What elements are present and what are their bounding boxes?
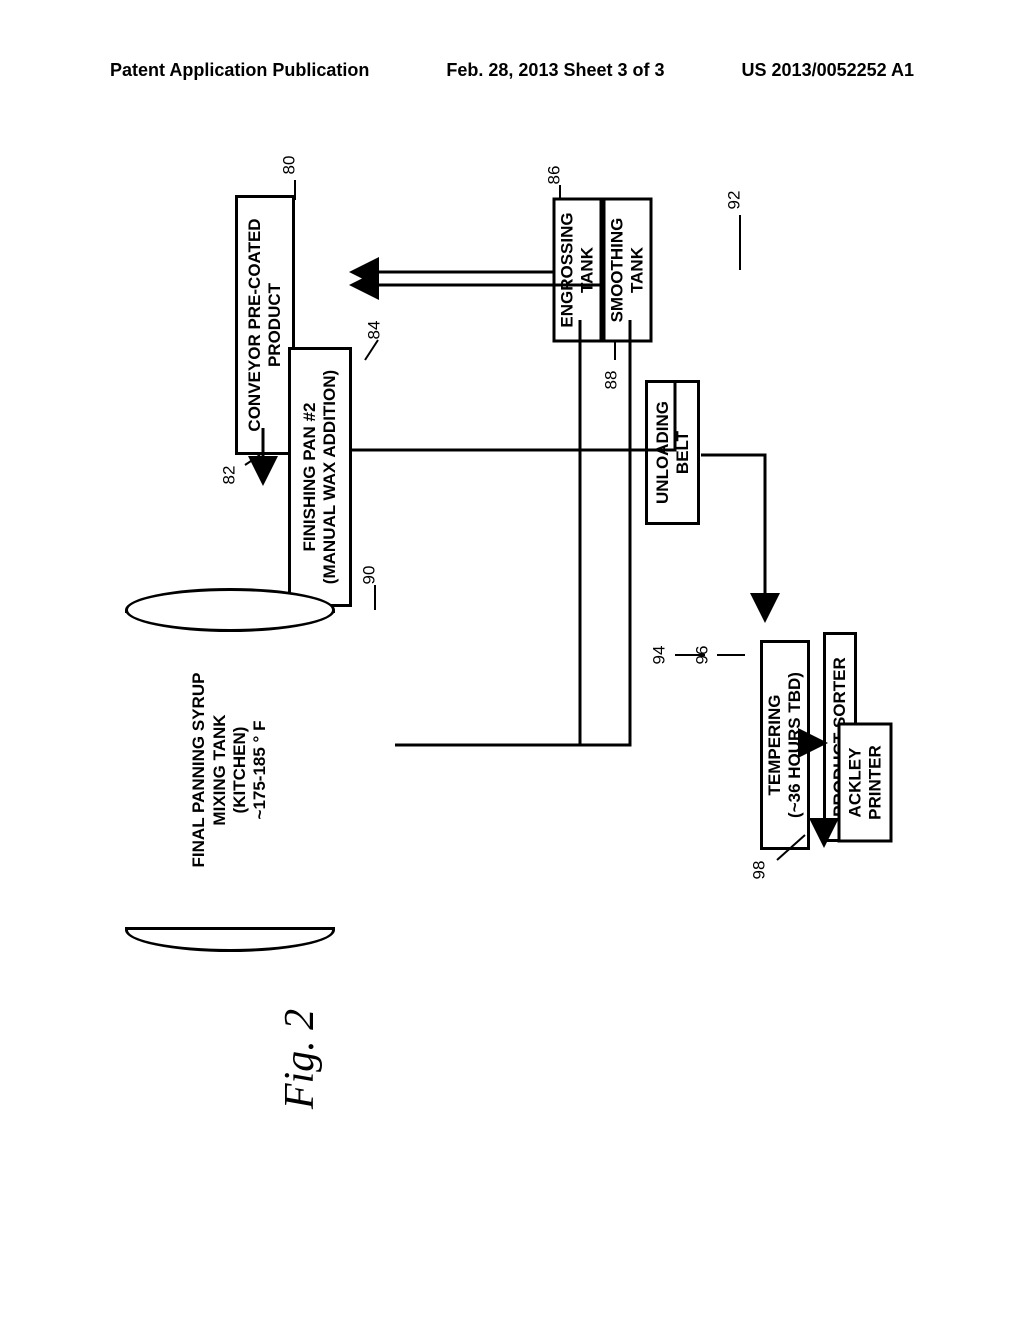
ref-90: 90 [359,566,379,585]
ref-94: 94 [649,646,669,665]
ref-80: 80 [279,156,299,175]
node-smoothing: SMOOTHING TANK [603,198,653,343]
node-unloading: UNLOADING BELT [645,380,700,525]
node-finishing: FINISHING PAN #2 (MANUAL WAX ADDITION) [288,347,352,607]
node-tempering-text: TEMPERING (~36 HOURS TBD) [765,672,804,818]
ref-84: 84 [364,321,384,340]
node-engrossing: ENGROSSING TANK [553,198,603,343]
ref-82: 82 [219,466,239,485]
figure-label: Fig. 2 [276,1009,324,1109]
node-conveyor-text: CONVEYOR PRE-COATED PRODUCT [245,218,284,431]
mix-line1: FINAL PANNING SYRUP [189,673,209,868]
node-tempering: TEMPERING (~36 HOURS TBD) [760,640,810,850]
page-header: Patent Application Publication Feb. 28, … [0,60,1024,81]
node-mixing-tank: FINAL PANNING SYRUP MIXING TANK (KITCHEN… [125,610,335,930]
header-right: US 2013/0052252 A1 [742,60,914,81]
header-left: Patent Application Publication [110,60,369,81]
node-conveyor: CONVEYOR PRE-COATED PRODUCT [235,195,295,455]
diagram: CONVEYOR PRE-COATED PRODUCT 80 FINISHING… [105,165,915,1185]
mix-line2: MIXING TANK [210,714,230,825]
node-finishing-text: FINISHING PAN #2 (MANUAL WAX ADDITION) [300,370,339,584]
ref-86: 86 [544,166,564,185]
mix-line4: ~175-185 ° F [250,721,270,820]
node-engrossing-text: ENGROSSING TANK [558,212,597,327]
header-center: Feb. 28, 2013 Sheet 3 of 3 [446,60,664,81]
node-unloading-text: UNLOADING BELT [653,401,692,504]
mix-line3: (KITCHEN) [230,727,250,814]
node-printer-text: ACKLEY PRINTER [845,745,884,820]
node-smoothing-text: SMOOTHING TANK [608,218,647,323]
ref-88: 88 [601,371,621,390]
node-printer: ACKLEY PRINTER [838,723,893,843]
ref-98: 98 [749,861,769,880]
ref-92: 92 [724,191,744,210]
ref-96: 96 [692,646,712,665]
